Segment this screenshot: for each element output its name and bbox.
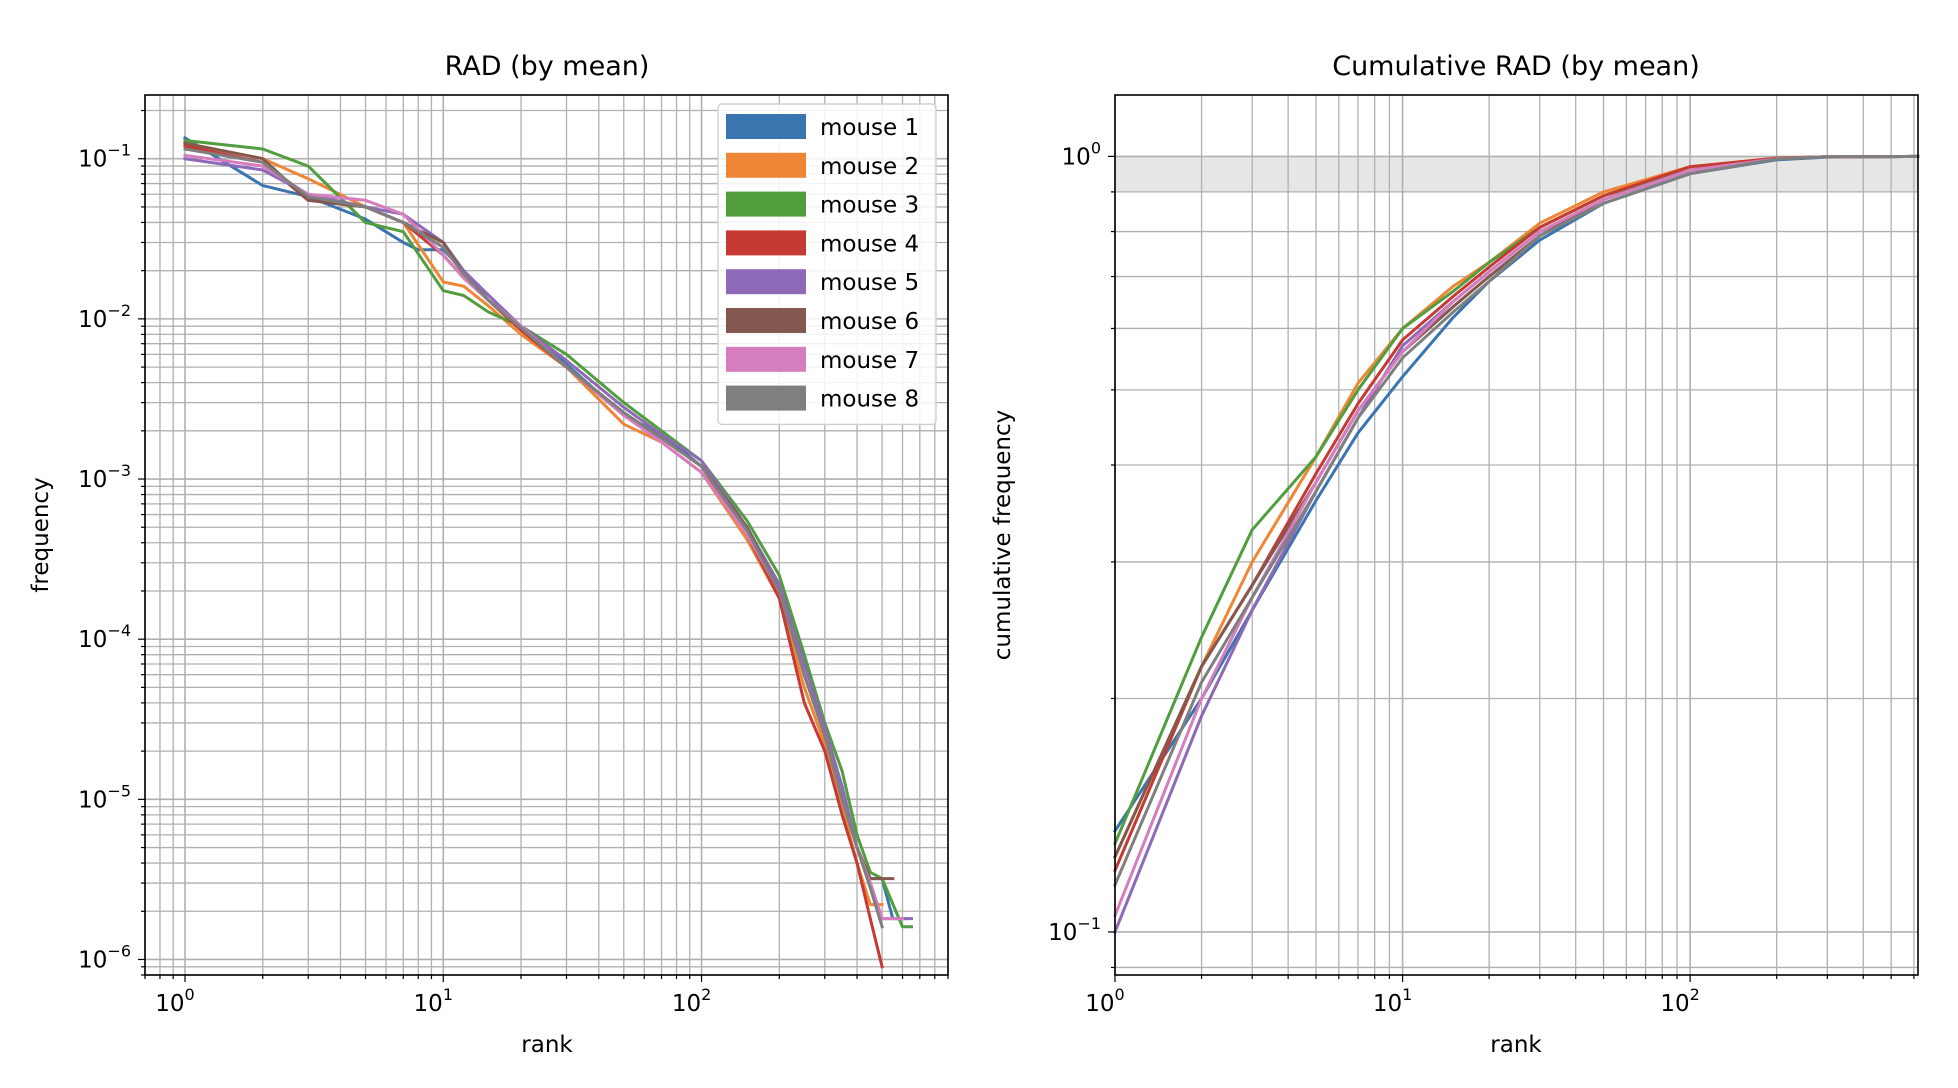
cumulative-chart-title: Cumulative RAD (by mean) <box>1332 51 1700 82</box>
legend-swatch-mouse-5 <box>726 269 806 295</box>
cumulative-plot-frame <box>1114 94 1919 976</box>
y-tick-label: 10−1 <box>78 141 131 173</box>
rad-series-line-mouse-8 <box>183 147 884 929</box>
legend-frame <box>717 103 937 426</box>
cumulative-series-line-mouse-6 <box>1113 154 1920 859</box>
rad-series-line-mouse-3 <box>183 138 913 929</box>
cumulative-series-line-mouse-7 <box>1113 154 1920 918</box>
legend-label-mouse-7: mouse 7 <box>820 348 919 374</box>
rad-legend: mouse 1 mouse 2 mouse 3 mouse 4 mouse 5 mouse… <box>717 103 937 426</box>
cumulative-shaded-band <box>1115 156 1918 192</box>
y-tick-label: 10−5 <box>78 781 131 813</box>
legend-swatch-mouse-3 <box>726 191 806 217</box>
cumulative-series-line-mouse-8 <box>1113 154 1920 887</box>
legend-label-mouse-1: mouse 1 <box>820 115 919 141</box>
x-tick-label: 102 <box>672 985 711 1017</box>
legend-swatch-mouse-7 <box>726 346 806 372</box>
cumulative-series-line-mouse-4 <box>1113 154 1920 873</box>
cumulative-series-lines <box>1112 154 1920 934</box>
legend-label-mouse-3: mouse 3 <box>820 193 919 219</box>
legend-label-mouse-2: mouse 2 <box>820 154 919 180</box>
x-tick-label: 101 <box>1373 985 1412 1017</box>
rad-x-axis-label: rank <box>521 1032 573 1058</box>
legend-label-mouse-8: mouse 8 <box>820 387 919 413</box>
legend-swatch-mouse-1 <box>726 114 806 139</box>
rad-plot-frame <box>144 94 949 976</box>
cumulative-rad-panel: Cumulative RAD (by mean) 100 101 102 100 10−… <box>990 51 1920 1058</box>
cumulative-tick-labels: 100 101 102 100 10−1 <box>1048 138 1915 1017</box>
rad-chart-title: RAD (by mean) <box>445 51 650 82</box>
cumulative-grid <box>1114 95 1918 975</box>
cumulative-y-axis-label: cumulative frequency <box>990 410 1016 661</box>
x-tick-label: 102 <box>1660 985 1699 1017</box>
y-tick-label: 10−2 <box>78 301 131 333</box>
legend-label-mouse-6: mouse 6 <box>820 309 919 335</box>
rad-series-lines <box>182 135 913 969</box>
y-tick-label: 10−6 <box>78 941 131 973</box>
legend-swatch-mouse-6 <box>726 308 806 333</box>
y-tick-label: 10−1 <box>1048 914 1101 946</box>
rad-tick-labels: 100 101 102 10−1 10−2 10−3 10−4 10−5 10−6 <box>78 109 949 1017</box>
rad-panel: RAD (by mean) 100 101 10210−110−210−310−41… <box>28 51 949 1058</box>
legend-swatch-mouse-4 <box>726 230 806 256</box>
y-tick-label: 10−3 <box>78 461 131 493</box>
legend-swatch-mouse-8 <box>726 385 806 411</box>
y-tick-label: 10−4 <box>78 621 131 653</box>
legend-swatch-mouse-2 <box>726 152 806 178</box>
x-tick-label: 100 <box>155 985 194 1017</box>
cumulative-series-line-mouse-5 <box>1113 154 1920 934</box>
x-tick-label: 101 <box>414 985 453 1017</box>
cumulative-x-axis-label: rank <box>1490 1032 1542 1058</box>
legend-label-mouse-4: mouse 4 <box>820 231 919 257</box>
cumulative-series-line-mouse-2 <box>1113 154 1920 859</box>
rad-y-axis-label: frequency <box>28 477 54 592</box>
x-tick-label: 100 <box>1085 985 1124 1017</box>
legend-label-mouse-5: mouse 5 <box>820 270 919 296</box>
y-tick-label: 100 <box>1062 138 1101 170</box>
